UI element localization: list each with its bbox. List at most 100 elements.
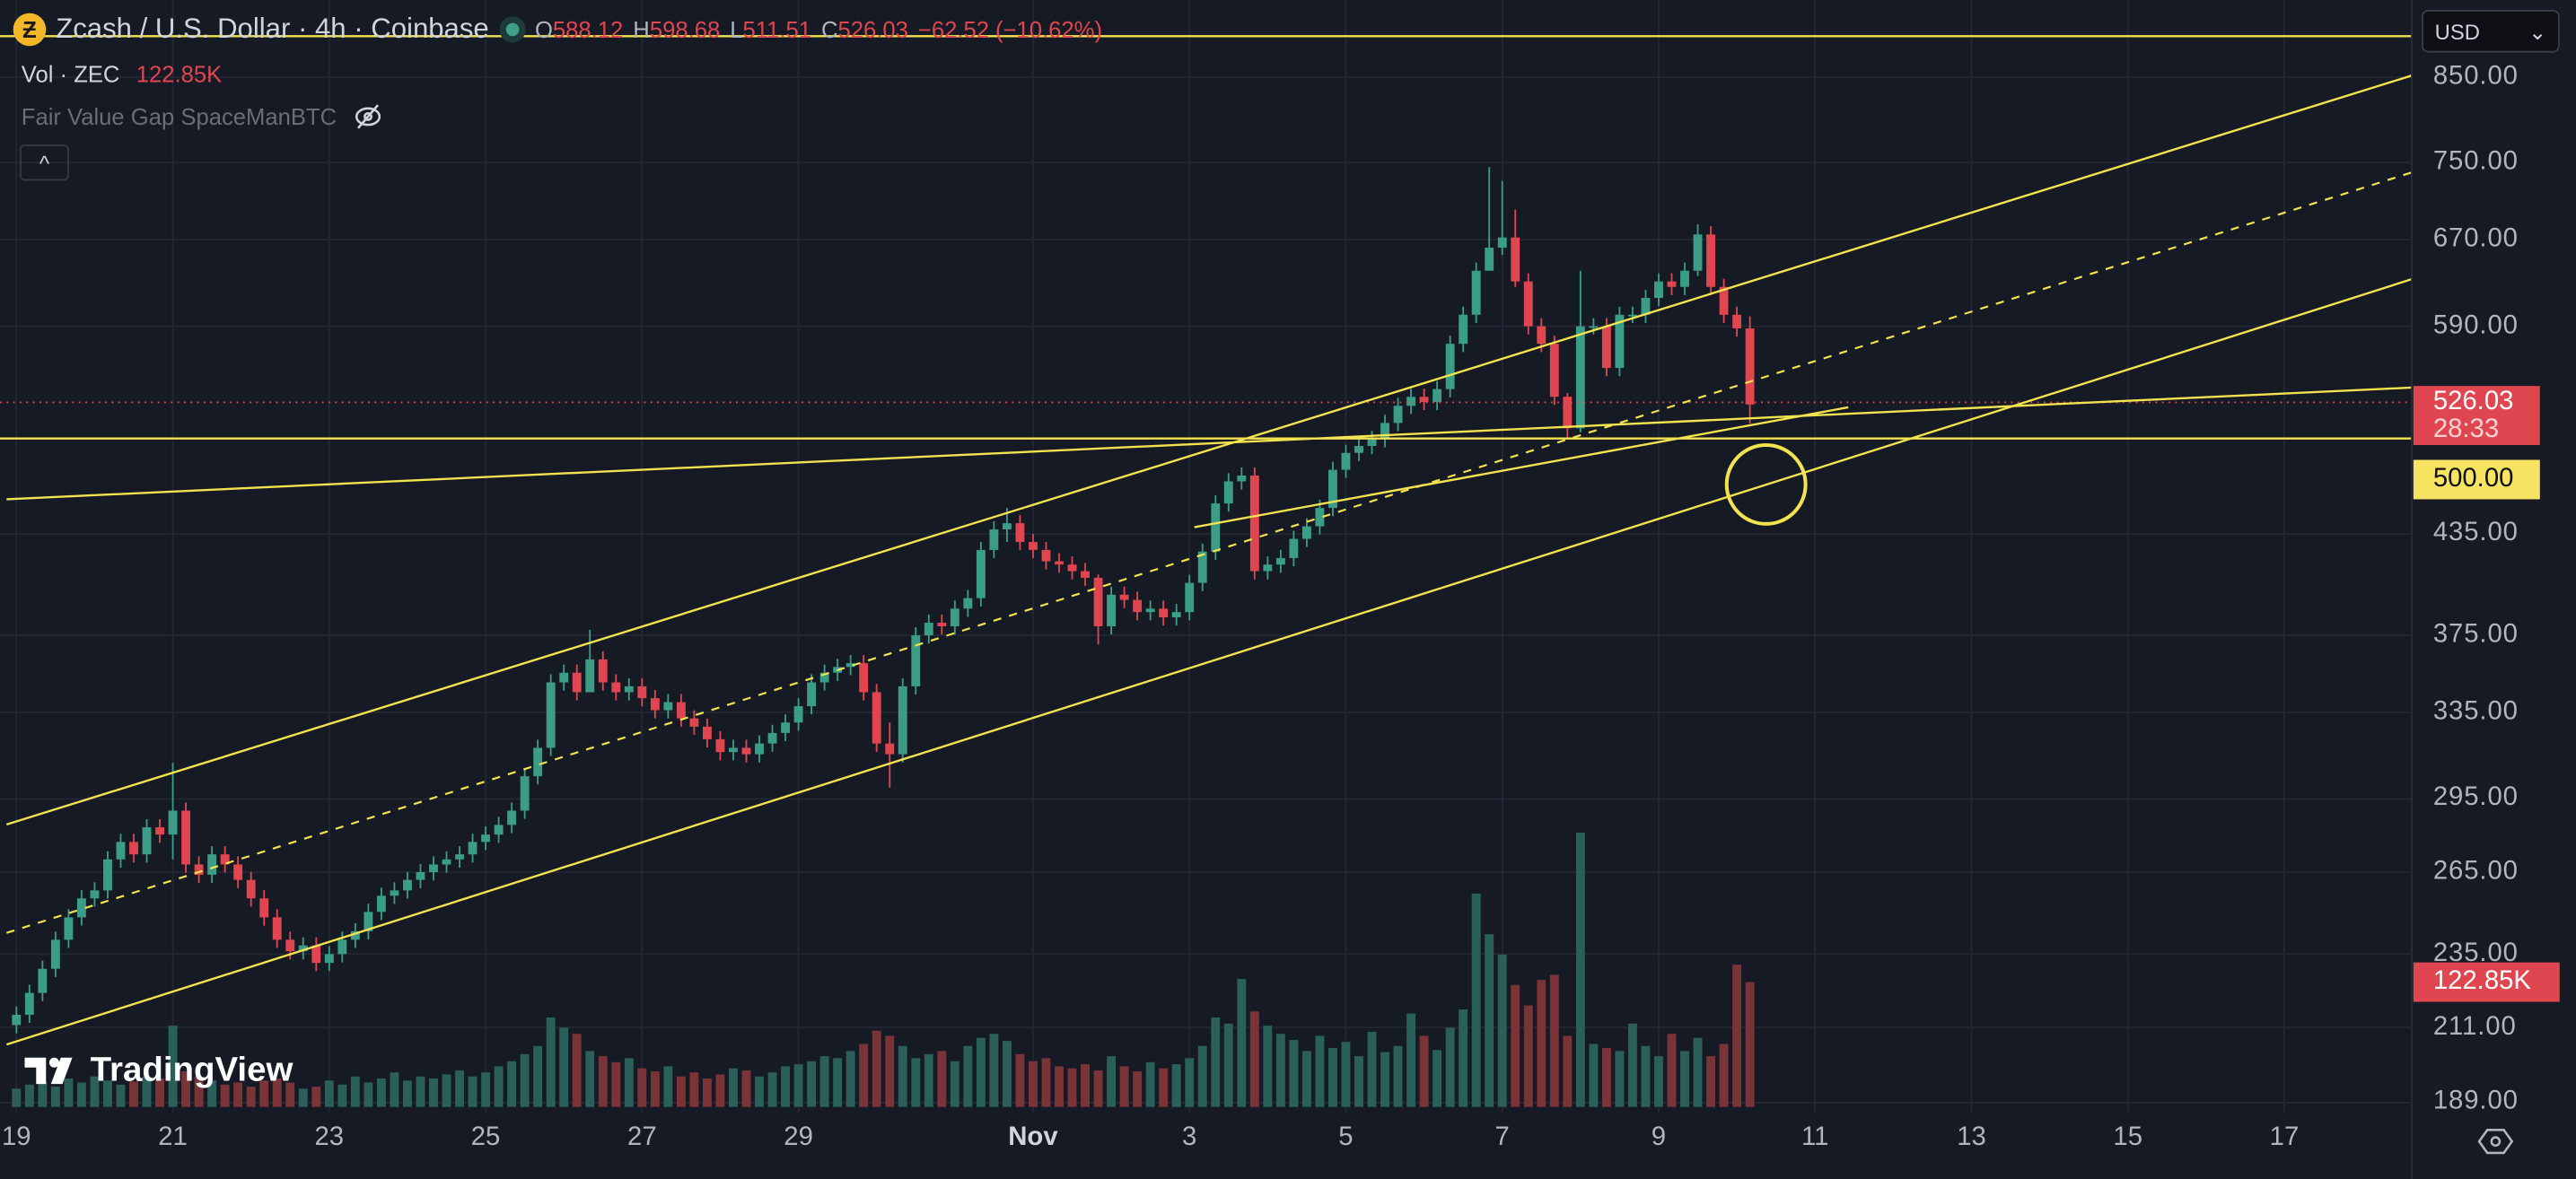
candle-body: [1445, 344, 1455, 389]
volume-bar: [376, 1078, 386, 1107]
volume-bar: [181, 1071, 191, 1107]
current-price: 526.03: [2432, 387, 2514, 416]
volume-bar: [12, 1088, 22, 1107]
indicator-legend[interactable]: Fair Value Gap SpaceManBTC: [22, 103, 383, 130]
volume-bar: [729, 1068, 738, 1107]
currency-select[interactable]: USD ⌄: [2422, 9, 2560, 53]
volume-bar: [637, 1068, 647, 1107]
tradingview-logo-icon: [24, 1057, 73, 1085]
candle-body: [155, 827, 164, 835]
candle-body: [90, 890, 100, 899]
candle-body: [390, 890, 399, 896]
eye-off-icon[interactable]: [353, 103, 382, 129]
volume-bar: [1563, 1035, 1573, 1107]
candle-body: [859, 663, 869, 693]
candle-body: [1029, 542, 1038, 550]
volume-bar: [819, 1056, 829, 1107]
time-tick-label: 5: [1338, 1122, 1354, 1152]
volume-bar: [1301, 1051, 1311, 1107]
volume-bar: [1249, 1011, 1259, 1107]
volume-bar: [364, 1082, 373, 1107]
candle-body: [989, 529, 999, 550]
candle-body: [1485, 248, 1494, 271]
candle-body: [285, 939, 295, 952]
candle-body: [1185, 582, 1195, 613]
candle-body: [1145, 608, 1155, 613]
volume-bar: [1380, 1052, 1389, 1107]
volume-bar: [50, 1087, 60, 1107]
volume-bar: [1601, 1048, 1611, 1107]
volume-bar: [1615, 1051, 1625, 1107]
candle-body: [1041, 549, 1051, 562]
long-trend-line: [6, 386, 2413, 501]
candle-body: [585, 659, 595, 693]
volume-bar: [324, 1080, 334, 1107]
volume-bar: [1589, 1044, 1599, 1107]
candle-body: [1055, 561, 1064, 565]
volume-bar: [937, 1051, 947, 1107]
volume-bar: [1015, 1053, 1025, 1107]
volume-bar: [442, 1074, 451, 1107]
volume-bar: [207, 1080, 217, 1107]
volume-bar: [1133, 1071, 1143, 1107]
volume-bar: [624, 1058, 634, 1107]
candle-body: [637, 686, 647, 699]
candle-body: [468, 842, 478, 855]
settings-icon[interactable]: [2477, 1127, 2514, 1157]
volume-legend[interactable]: Vol · ZEC 122.85K: [22, 61, 222, 87]
candle-body: [1275, 557, 1285, 565]
volume-bar: [402, 1080, 412, 1107]
zcash-logo-icon[interactable]: Ƶ: [13, 13, 47, 47]
volume-bar: [1055, 1066, 1064, 1107]
volume-bar: [1667, 1034, 1677, 1107]
volume-value: 122.85K: [136, 60, 223, 88]
volume-bar: [1263, 1026, 1273, 1107]
price-tick-label: 189.00: [2432, 1087, 2519, 1116]
candle-body: [1197, 551, 1207, 583]
candle-body: [1641, 298, 1651, 315]
volume-bar: [1067, 1068, 1077, 1107]
volume-bar: [1289, 1039, 1299, 1107]
volume-bar: [1485, 934, 1494, 1107]
volume-bar: [1029, 1061, 1038, 1107]
volume-bar: [481, 1072, 491, 1107]
volume-bar: [1223, 1023, 1233, 1107]
time-tick-label: 25: [470, 1122, 501, 1152]
volume-bar: [976, 1037, 986, 1107]
open-value: 588.12: [552, 16, 624, 43]
volume-bar: [1433, 1050, 1442, 1107]
high-value: 598.68: [649, 16, 721, 43]
candle-body: [1249, 475, 1259, 572]
volume-bar: [246, 1087, 256, 1107]
collapse-legend-button[interactable]: ^: [19, 144, 69, 181]
volume-bar: [520, 1053, 530, 1107]
candle-body: [1107, 594, 1117, 627]
candle-body: [1367, 439, 1377, 447]
symbol-header: Ƶ Zcash / U.S. Dollar · 4h · Coinbase O5…: [13, 13, 1102, 47]
candle-body: [50, 939, 60, 969]
volume-bar: [572, 1034, 582, 1107]
candle-body: [1393, 406, 1403, 424]
volume-bar: [1354, 1056, 1363, 1107]
symbol-title[interactable]: Zcash / U.S. Dollar · 4h · Coinbase: [56, 13, 489, 45]
volume-bar: [1041, 1058, 1051, 1107]
market-status-icon[interactable]: [498, 16, 526, 43]
time-tick-label: 11: [1801, 1122, 1829, 1152]
candle-body: [207, 854, 217, 875]
candle-body: [233, 864, 243, 880]
volume-bar: [1275, 1034, 1285, 1107]
volume-bar: [1732, 965, 1742, 1107]
open-label: O: [534, 16, 553, 43]
candle-body: [1171, 612, 1181, 618]
time-tick-label: 29: [784, 1122, 813, 1152]
time-tick-label: 21: [158, 1122, 188, 1152]
time-tick-label: 17: [2269, 1122, 2300, 1152]
candle-body: [689, 718, 699, 727]
candle-body: [1380, 423, 1389, 440]
candle-body: [507, 810, 517, 825]
volume-bar: [885, 1035, 895, 1107]
candle-body: [1615, 314, 1625, 369]
volume-bar: [1237, 979, 1247, 1107]
candle-body: [12, 1014, 22, 1026]
